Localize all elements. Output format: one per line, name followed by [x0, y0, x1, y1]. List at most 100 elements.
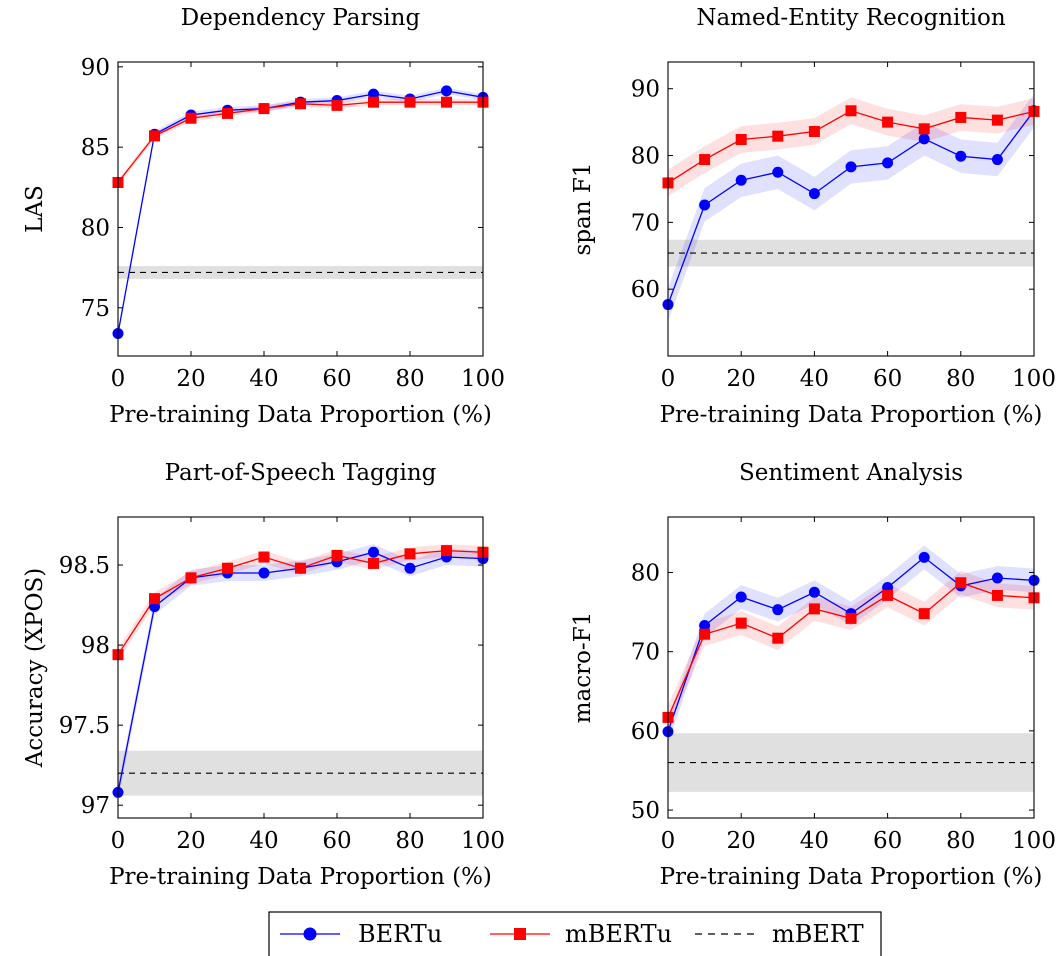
plot-frame — [667, 516, 1035, 819]
x-axis-label: Pre-training Data Proportion (%) — [660, 402, 1043, 428]
y-tick-label: 97 — [81, 793, 110, 819]
mbertu-point — [258, 551, 270, 563]
x-tick-label: 80 — [946, 828, 975, 854]
legend-box — [268, 911, 882, 956]
mbertu-point — [735, 617, 747, 629]
x-tick-label: 20 — [727, 366, 756, 392]
bertu-confidence-band — [668, 545, 1034, 744]
y-tick-label: 90 — [631, 77, 660, 103]
y-tick-label: 70 — [631, 210, 660, 236]
x-tick-label: 0 — [661, 366, 676, 392]
legend-label-mbertu: mBERTu — [565, 920, 672, 948]
y-tick-label: 98.5 — [59, 553, 110, 579]
x-tick-label: 100 — [1012, 828, 1056, 854]
x-tick-label: 100 — [461, 366, 505, 392]
bertu-point — [918, 551, 930, 563]
y-tick-label: 85 — [81, 135, 110, 161]
x-tick-label: 40 — [249, 366, 278, 392]
mbertu-point — [845, 612, 857, 624]
mbertu-point — [185, 572, 197, 584]
mbertu-confidence-band — [668, 97, 1034, 197]
x-tick-label: 80 — [395, 828, 424, 854]
mbertu-point — [331, 99, 343, 111]
plot-frame — [117, 61, 484, 357]
mbertu-point — [295, 562, 306, 574]
mbertu-point — [808, 603, 820, 615]
x-tick-label: 20 — [176, 828, 205, 854]
chart-panel-named-entity-recognition: 0 20 40 60 80 100 60 70 80 90 Named-Entity Recogni… — [570, 5, 1056, 428]
x-axis-label: Pre-training Data Proportion (%) — [109, 864, 492, 890]
y-tick-label: 80 — [81, 215, 110, 241]
y-tick-label: 97.5 — [59, 713, 110, 739]
plot-frame — [117, 516, 484, 819]
mbertu-point — [991, 114, 1003, 126]
mbertu-point — [735, 134, 747, 146]
mbertu-point — [258, 103, 270, 115]
bertu-point — [991, 572, 1003, 584]
x-tick-label: 0 — [661, 828, 676, 854]
legend-label-bertu: BERTu — [358, 920, 442, 948]
mbertu-confidence-band — [118, 98, 483, 186]
chart-panel-dependency-parsing: 0 20 40 60 80 100 75 80 85 90 Dependency Parsing Pr… — [22, 5, 505, 428]
mbertu-point — [772, 632, 784, 644]
x-tick-label: 100 — [461, 828, 505, 854]
y-tick-label: 80 — [631, 560, 660, 586]
mbertu-point — [882, 589, 894, 601]
x-tick-label: 20 — [176, 366, 205, 392]
mbertu-point — [441, 96, 452, 108]
x-tick-label: 20 — [727, 828, 756, 854]
x-tick-label: 80 — [395, 366, 424, 392]
mbertu-point — [441, 545, 452, 557]
bertu-point — [955, 150, 967, 162]
mbertu-point — [955, 111, 967, 123]
bertu-point — [441, 85, 452, 97]
y-tick-label: 75 — [81, 296, 110, 322]
y-tick-label: 50 — [631, 798, 660, 824]
bertu-point — [882, 157, 894, 169]
x-tick-label: 60 — [873, 828, 902, 854]
mbertu-confidence-band — [668, 570, 1034, 730]
mbertu-point — [222, 562, 233, 574]
mbertu-line — [118, 101, 483, 183]
x-tick-label: 0 — [111, 366, 126, 392]
x-tick-label: 40 — [249, 828, 278, 854]
bertu-point — [845, 161, 857, 173]
mbertu-point — [185, 112, 197, 124]
bertu-point — [772, 166, 784, 178]
chart-title: Sentiment Analysis — [739, 460, 963, 486]
chart-panel-part-of-speech-tagging: 0 20 40 60 80 100 97 97.5 98 98.5 Part-of-Speech T… — [22, 460, 505, 890]
x-tick-label: 60 — [322, 828, 351, 854]
x-tick-label: 80 — [946, 366, 975, 392]
y-axis-label: LAS — [22, 185, 48, 233]
y-tick-label: 90 — [81, 55, 110, 81]
mbert-band — [118, 266, 483, 279]
bertu-point — [699, 620, 711, 632]
mbertu-point — [295, 98, 306, 110]
legend-marker-bertu — [303, 927, 317, 941]
y-axis-label: Accuracy (XPOS) — [22, 568, 48, 769]
plot-area — [118, 544, 483, 801]
bertu-point — [772, 604, 784, 616]
mbertu-point — [991, 589, 1003, 601]
bertu-confidence-band — [668, 94, 1034, 322]
bertu-point — [735, 174, 747, 186]
chart-title: Part-of-Speech Tagging — [165, 460, 437, 486]
y-axis-label: span F1 — [570, 163, 596, 256]
mbertu-point — [772, 130, 784, 142]
mbertu-point — [845, 105, 857, 117]
y-tick-label: 98 — [81, 633, 110, 659]
bertu-point — [368, 546, 379, 558]
mbertu-point — [955, 577, 967, 589]
bertu-point — [808, 188, 820, 200]
x-tick-label: 100 — [1012, 366, 1056, 392]
mbertu-point — [918, 608, 930, 620]
y-tick-label: 60 — [631, 277, 660, 303]
plot-frame — [667, 61, 1035, 357]
plot-area — [118, 87, 483, 337]
bertu-point — [404, 562, 416, 574]
plot-area — [668, 94, 1034, 322]
x-tick-label: 60 — [322, 366, 351, 392]
y-tick-label: 80 — [631, 144, 660, 170]
plot-area — [668, 545, 1034, 792]
